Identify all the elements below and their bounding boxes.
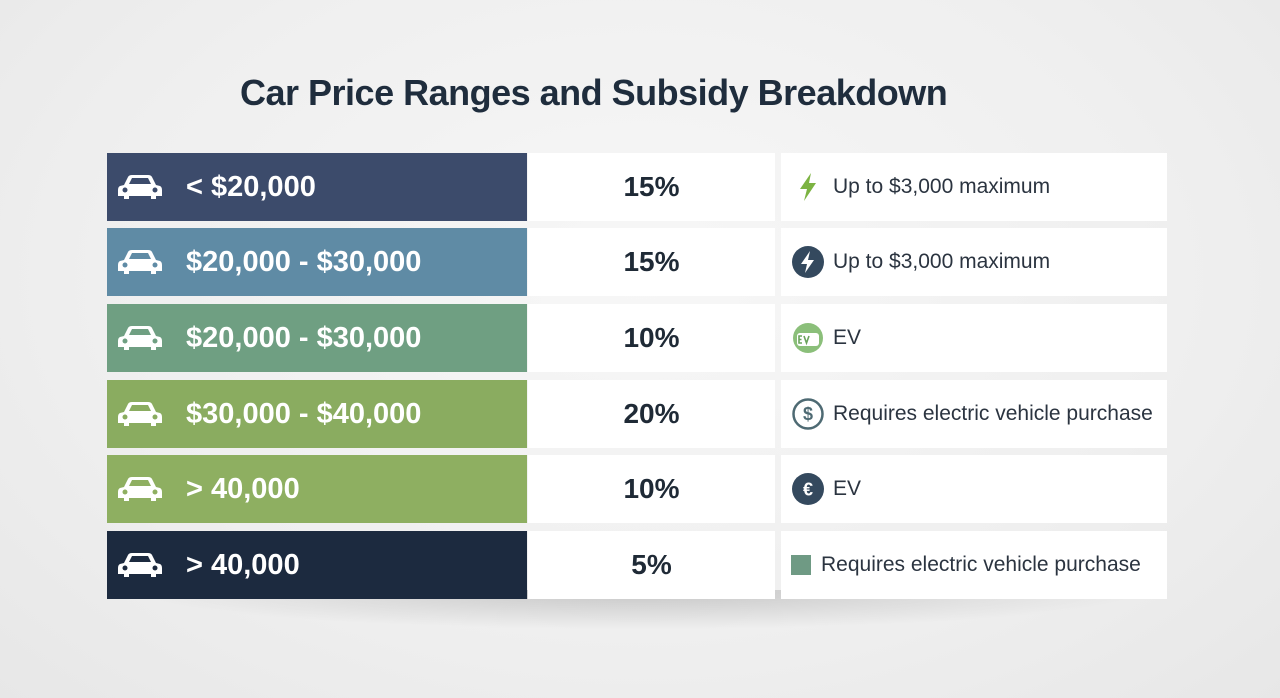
ev-badge-icon: [791, 321, 825, 355]
price-range: $30,000 - $40,000: [186, 397, 422, 430]
note-cell: EV: [781, 304, 1167, 372]
svg-text:€: €: [803, 480, 813, 500]
euro-circle-icon: €: [791, 472, 825, 506]
car-icon: [118, 402, 162, 426]
price-range: > 40,000: [186, 472, 300, 505]
green-square-icon: [791, 548, 811, 582]
subsidy-percent: 5%: [528, 531, 775, 599]
table-row: > 40,000 10% € EV: [107, 455, 1167, 523]
dollar-circle-icon: $: [791, 397, 825, 431]
note-cell: Requires electric vehicle purchase: [781, 531, 1167, 599]
note-text: Requires electric vehicle purchase: [833, 402, 1153, 425]
table-row: < $20,000 15% Up to $3,000 maximum: [107, 153, 1167, 221]
car-icon: [118, 477, 162, 501]
price-cell: $20,000 - $30,000: [107, 304, 527, 372]
note-cell: € EV: [781, 455, 1167, 523]
note-cell: $ Requires electric vehicle purchase: [781, 380, 1167, 448]
lightning-bolt-icon: [791, 170, 825, 204]
subsidy-percent: 10%: [528, 455, 775, 523]
price-cell: $20,000 - $30,000: [107, 228, 527, 296]
subsidy-percent: 15%: [528, 228, 775, 296]
car-icon: [118, 175, 162, 199]
subsidy-percent: 10%: [528, 304, 775, 372]
subsidy-percent: 20%: [528, 380, 775, 448]
price-range: $20,000 - $30,000: [186, 245, 422, 278]
price-range: $20,000 - $30,000: [186, 321, 422, 354]
note-cell: Up to $3,000 maximum: [781, 228, 1167, 296]
lightning-circle-icon: [791, 245, 825, 279]
subsidy-percent: 15%: [528, 153, 775, 221]
note-text: Up to $3,000 maximum: [833, 175, 1051, 198]
car-icon: [118, 326, 162, 350]
price-range: < $20,000: [186, 170, 316, 203]
table-row: $20,000 - $30,000 15% Up to $3,000 maxim…: [107, 228, 1167, 296]
car-icon: [118, 250, 162, 274]
car-icon: [118, 553, 162, 577]
svg-text:$: $: [803, 404, 813, 424]
table-row: $20,000 - $30,000 10% EV: [107, 304, 1167, 372]
price-cell: > 40,000: [107, 455, 527, 523]
note-cell: Up to $3,000 maximum: [781, 153, 1167, 221]
price-cell: $30,000 - $40,000: [107, 380, 527, 448]
price-cell: > 40,000: [107, 531, 527, 599]
note-text: Up to $3,000 maximum: [833, 250, 1051, 273]
note-text: Requires electric vehicle purchase: [821, 553, 1141, 576]
note-text: EV: [833, 477, 862, 500]
note-text: EV: [833, 326, 862, 349]
table-row: $30,000 - $40,000 20% $ Requires electri…: [107, 380, 1167, 448]
page-title: Car Price Ranges and Subsidy Breakdown: [240, 72, 948, 113]
price-cell: < $20,000: [107, 153, 527, 221]
price-range: > 40,000: [186, 548, 300, 581]
table-row: > 40,000 5% Requires electric vehicle pu…: [107, 531, 1167, 599]
